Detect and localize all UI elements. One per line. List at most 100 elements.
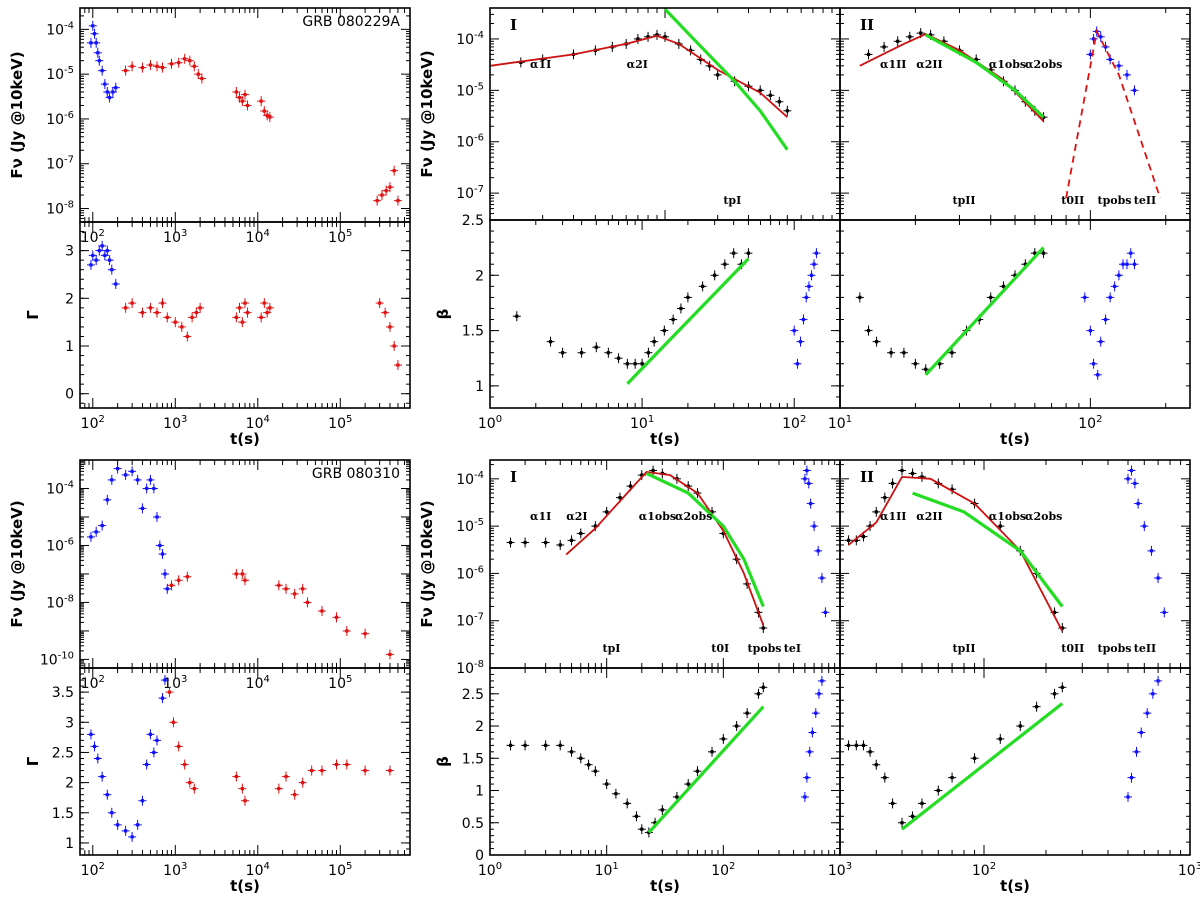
data-point xyxy=(905,31,914,42)
data-point xyxy=(804,281,813,292)
annotation: t0II xyxy=(1061,642,1084,655)
data-point xyxy=(866,746,875,757)
data-point xyxy=(113,463,122,474)
data-point xyxy=(986,292,995,303)
x-tick-label: 104 xyxy=(246,674,270,692)
y-tick-label: 10-4 xyxy=(456,470,484,488)
x-tick-label: 102 xyxy=(782,414,806,432)
data-point xyxy=(796,336,805,347)
data-point xyxy=(576,528,585,539)
data-point xyxy=(197,73,206,84)
series-line-fit xyxy=(647,705,765,834)
data-point xyxy=(274,783,283,794)
data-point xyxy=(1137,727,1146,738)
y-tick-label: 10-5 xyxy=(456,81,484,99)
x-axis-label: t(s) xyxy=(230,877,260,895)
data-point xyxy=(759,682,768,693)
y-axis-label: Fν (Jy @10keV) xyxy=(8,51,26,178)
data-point xyxy=(146,302,155,313)
y-axis-label: Fν (Jy @10keV) xyxy=(418,50,436,177)
x-tick-label: 100 xyxy=(478,414,502,432)
y-tick-label: 1 xyxy=(65,339,74,355)
data-point xyxy=(948,772,957,783)
x-tick-label: 101 xyxy=(630,414,654,432)
data-point xyxy=(644,827,653,838)
data-point xyxy=(821,607,830,618)
data-point xyxy=(1050,688,1059,699)
annotation: tpII xyxy=(953,194,976,207)
data-point xyxy=(243,307,252,318)
annotation: α2I xyxy=(627,58,648,71)
data-point xyxy=(893,36,902,47)
data-point xyxy=(265,302,274,313)
data-point xyxy=(506,537,515,548)
data-point xyxy=(799,314,808,325)
data-point xyxy=(631,358,640,369)
data-point xyxy=(917,798,926,809)
annotation: α2I xyxy=(566,510,587,523)
data-point xyxy=(232,312,241,323)
data-point xyxy=(274,580,283,591)
plot-frame xyxy=(839,667,1191,856)
data-point xyxy=(644,347,653,358)
data-point xyxy=(86,259,95,270)
data-point xyxy=(138,503,147,514)
y-axis-label: Γ xyxy=(24,310,42,320)
y-tick-label: 2.5 xyxy=(462,213,484,229)
data-point xyxy=(1130,85,1139,96)
data-point xyxy=(807,270,816,281)
annotation: tpII xyxy=(953,642,976,655)
data-point xyxy=(93,47,102,58)
series-group xyxy=(844,675,1163,831)
data-point xyxy=(111,279,120,289)
data-point xyxy=(800,473,809,484)
data-point xyxy=(158,549,167,560)
data-point xyxy=(342,759,351,770)
y-tick-label: 10-6 xyxy=(46,536,74,554)
data-point xyxy=(1123,473,1132,484)
annotation: α1obs xyxy=(989,510,1026,523)
data-point xyxy=(602,779,611,790)
data-point xyxy=(194,69,203,80)
data-point xyxy=(165,687,174,698)
data-point xyxy=(103,789,112,800)
y-tick-label: 2 xyxy=(475,719,484,735)
data-point xyxy=(381,307,390,318)
x-tick-label: 103 xyxy=(163,228,187,246)
data-point xyxy=(177,321,186,332)
data-point xyxy=(1101,314,1110,325)
data-point xyxy=(152,61,161,72)
y-tick-label: 10-4 xyxy=(456,30,484,48)
data-point xyxy=(805,746,814,757)
data-point xyxy=(158,693,167,704)
data-point xyxy=(660,325,669,336)
y-axis-label: Fν (Jy @10keV) xyxy=(8,500,26,627)
series-group xyxy=(506,675,826,838)
data-point xyxy=(614,353,623,364)
plot-frame xyxy=(839,219,1191,409)
data-point xyxy=(577,347,586,358)
y-tick-label: 10-6 xyxy=(456,133,484,151)
data-point xyxy=(804,478,813,489)
data-point xyxy=(1114,60,1123,71)
data-point xyxy=(128,831,137,842)
series-line-fit xyxy=(626,257,750,385)
data-point xyxy=(888,798,897,809)
data-point xyxy=(98,771,107,782)
y-axis-label: β xyxy=(434,308,452,319)
x-tick-label: 104 xyxy=(246,861,270,879)
data-point xyxy=(93,753,102,764)
data-point xyxy=(113,819,122,830)
data-point xyxy=(107,474,116,485)
data-point xyxy=(260,298,269,309)
x-tick-label: 105 xyxy=(328,414,352,432)
x-tick-label: 105 xyxy=(328,674,352,692)
y-tick-label: 2 xyxy=(475,268,484,284)
data-point xyxy=(812,248,821,259)
data-point xyxy=(541,537,550,548)
x-tick-label: 104 xyxy=(246,414,270,432)
data-point xyxy=(243,100,252,111)
data-point xyxy=(1140,521,1149,532)
data-point xyxy=(793,358,802,369)
data-point xyxy=(783,105,792,116)
